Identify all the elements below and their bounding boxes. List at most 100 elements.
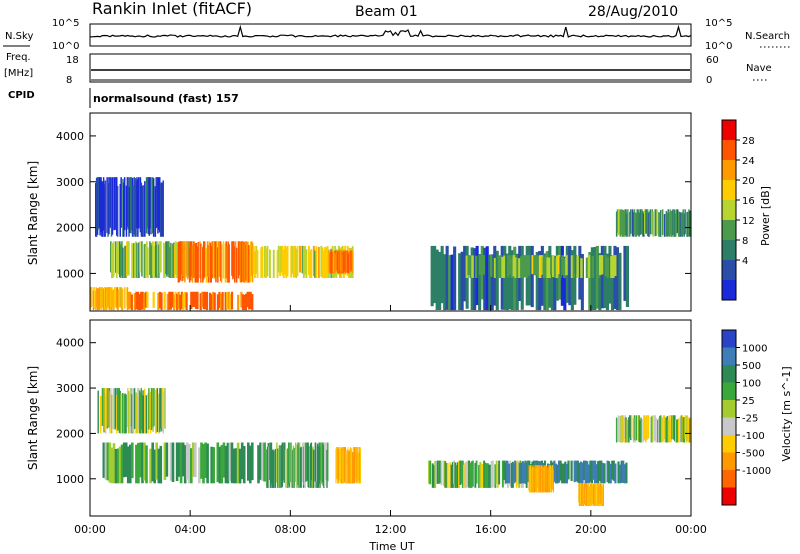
velocity-cell xyxy=(629,415,631,438)
power-cell xyxy=(143,185,145,237)
velocity-cell xyxy=(234,448,238,484)
power-cell xyxy=(130,177,132,234)
velocity-cell xyxy=(259,442,262,480)
velocity-cell xyxy=(486,463,489,488)
velocity-cell xyxy=(284,449,287,488)
velocity-cell xyxy=(302,446,305,488)
power-cell xyxy=(516,258,519,278)
velocity-cell xyxy=(654,415,656,440)
power-cell xyxy=(250,241,253,276)
velocity-cell xyxy=(580,484,582,506)
power-cell xyxy=(152,177,154,234)
power-cell xyxy=(98,177,100,229)
power-cell xyxy=(140,182,143,237)
velocity-cell xyxy=(104,442,108,480)
power-cell xyxy=(314,250,316,278)
power-cell xyxy=(241,294,244,310)
power-cbar-swatch xyxy=(722,180,736,200)
power-cell xyxy=(123,182,125,237)
velocity-cell xyxy=(665,417,668,443)
velocity-cell xyxy=(594,483,595,506)
velocity-cell xyxy=(666,416,669,443)
velocity-cell xyxy=(183,445,187,484)
velocity-cell xyxy=(586,461,589,484)
power-cell xyxy=(95,287,97,308)
power-cell xyxy=(627,209,629,237)
power-cell xyxy=(304,245,306,275)
velocity-cell xyxy=(131,442,134,479)
velocity-cell xyxy=(351,447,353,484)
power-cell xyxy=(301,245,304,274)
velocity-cell xyxy=(531,467,532,493)
velocity-cell xyxy=(122,442,126,478)
power-cell xyxy=(610,255,613,278)
power-cell xyxy=(239,241,242,283)
velocity-cell xyxy=(307,442,309,488)
power-cell xyxy=(458,253,462,310)
power-cell xyxy=(157,177,159,234)
power-cell xyxy=(200,243,202,283)
power-cell xyxy=(121,241,123,276)
power-cell xyxy=(667,209,669,236)
power-cell xyxy=(660,210,662,237)
velocity-cell xyxy=(464,462,467,488)
noise-right-tick-top: 10^5 xyxy=(705,18,732,29)
power-cell xyxy=(545,251,549,311)
power-cell xyxy=(557,255,561,275)
velocity-cell xyxy=(144,388,146,434)
velocity-cell xyxy=(578,462,581,484)
velocity-cell xyxy=(257,445,260,484)
power-cell xyxy=(232,241,234,280)
velocity-cell xyxy=(318,442,320,484)
power-cell xyxy=(184,241,186,283)
noise-panel-frame xyxy=(89,23,692,47)
power-cell xyxy=(600,255,604,275)
velocity-cell xyxy=(515,461,518,488)
power-cell xyxy=(352,252,354,274)
power-cbar-tick-label: 24 xyxy=(742,156,755,167)
power-cell xyxy=(228,244,230,283)
power-cell xyxy=(170,242,172,278)
power-cell xyxy=(171,291,174,308)
velocity-cell xyxy=(556,464,559,484)
velocity-cbar-swatch xyxy=(722,470,736,488)
power-cell xyxy=(559,256,562,278)
power-cell xyxy=(114,177,116,230)
velocity-cell xyxy=(320,442,322,481)
power-cell xyxy=(606,256,609,278)
power-cell xyxy=(133,243,135,278)
power-cell xyxy=(669,209,671,236)
power-cell xyxy=(122,288,124,311)
power-cell xyxy=(180,291,183,309)
velocity-cell xyxy=(267,443,269,488)
power-cell xyxy=(127,241,129,275)
velocity-cell xyxy=(138,388,140,430)
x-tick-label: 00:00 xyxy=(74,523,106,536)
power-cbar-swatch xyxy=(722,200,736,220)
velocity-cell xyxy=(668,415,670,443)
velocity-cell xyxy=(520,462,523,484)
velocity-cell xyxy=(204,442,207,478)
velocity-cell xyxy=(141,442,144,484)
velocity-cell xyxy=(458,460,460,488)
power-cell xyxy=(144,181,146,237)
power-cell xyxy=(136,242,138,278)
velocity-cell xyxy=(659,415,661,443)
velocity-cell xyxy=(614,463,617,484)
power-cbar-swatch xyxy=(722,140,736,160)
power-cell xyxy=(242,241,244,283)
velocity-cell xyxy=(181,442,185,477)
power-cell xyxy=(337,254,339,274)
velocity-cell xyxy=(236,442,240,484)
power-cell xyxy=(435,249,439,310)
power-cell xyxy=(202,291,205,310)
velocity-cell xyxy=(126,446,130,484)
velocity-cell xyxy=(453,460,455,484)
power-cell xyxy=(203,241,205,280)
velocity-cell xyxy=(303,442,305,486)
power-cell xyxy=(192,241,195,278)
velocity-cell xyxy=(263,442,266,482)
x-tick-label: 16:00 xyxy=(475,523,507,536)
power-cell xyxy=(506,255,510,278)
